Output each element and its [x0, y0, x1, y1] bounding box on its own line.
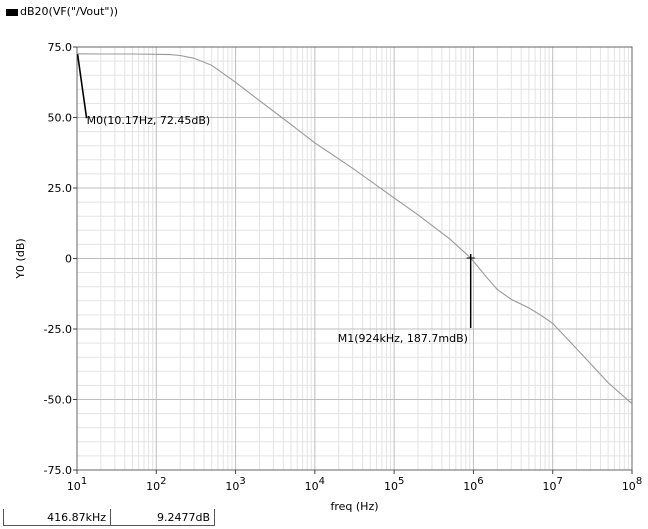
legend-label[interactable]: dB20(VF("/Vout"))	[20, 5, 119, 18]
marker-m0-label: M0(10.17Hz, 72.45dB)	[87, 114, 211, 127]
x-tick-label: 104	[305, 476, 325, 493]
y-tick-label: 0	[65, 253, 72, 266]
series-layer	[76, 53, 633, 405]
legend-swatch	[6, 9, 18, 16]
x-tick-label: 101	[67, 476, 87, 493]
y-tick-label: -50.0	[44, 394, 72, 407]
x-tick-label: 107	[543, 476, 563, 493]
y-tick-label: -25.0	[44, 323, 72, 336]
marker-layer: M0(10.17Hz, 72.45dB) M1(924kHz, 187.7mdB)	[76, 54, 475, 345]
x-tick-label: 105	[384, 476, 404, 493]
x-tick-label: 108	[622, 476, 642, 493]
y-axis-ticks: 75.0 50.0 25.0 0 -25.0 -50.0 -75.0	[44, 41, 77, 477]
cursor-x-readout: 416.87kHz	[3, 509, 110, 526]
y-tick-label: 75.0	[48, 41, 73, 54]
y-axis-title: Y0 (dB)	[14, 238, 27, 279]
x-tick-label: 106	[463, 476, 483, 493]
cursor-y-readout: 9.2477dB	[110, 509, 215, 526]
x-tick-label: 102	[146, 476, 166, 493]
x-axis-title: freq (Hz)	[330, 500, 378, 513]
x-tick-label: 103	[225, 476, 245, 493]
marker-m0-pointer	[76, 54, 88, 119]
y-tick-label: 50.0	[48, 112, 73, 125]
marker-m1-label: M1(924kHz, 187.7mdB)	[338, 332, 468, 345]
y-tick-label: 25.0	[48, 182, 73, 195]
series-line	[76, 53, 633, 405]
y-tick-label: -75.0	[44, 464, 72, 477]
x-axis-ticks: 101 102 103 104 105 106 107 108	[67, 470, 642, 493]
